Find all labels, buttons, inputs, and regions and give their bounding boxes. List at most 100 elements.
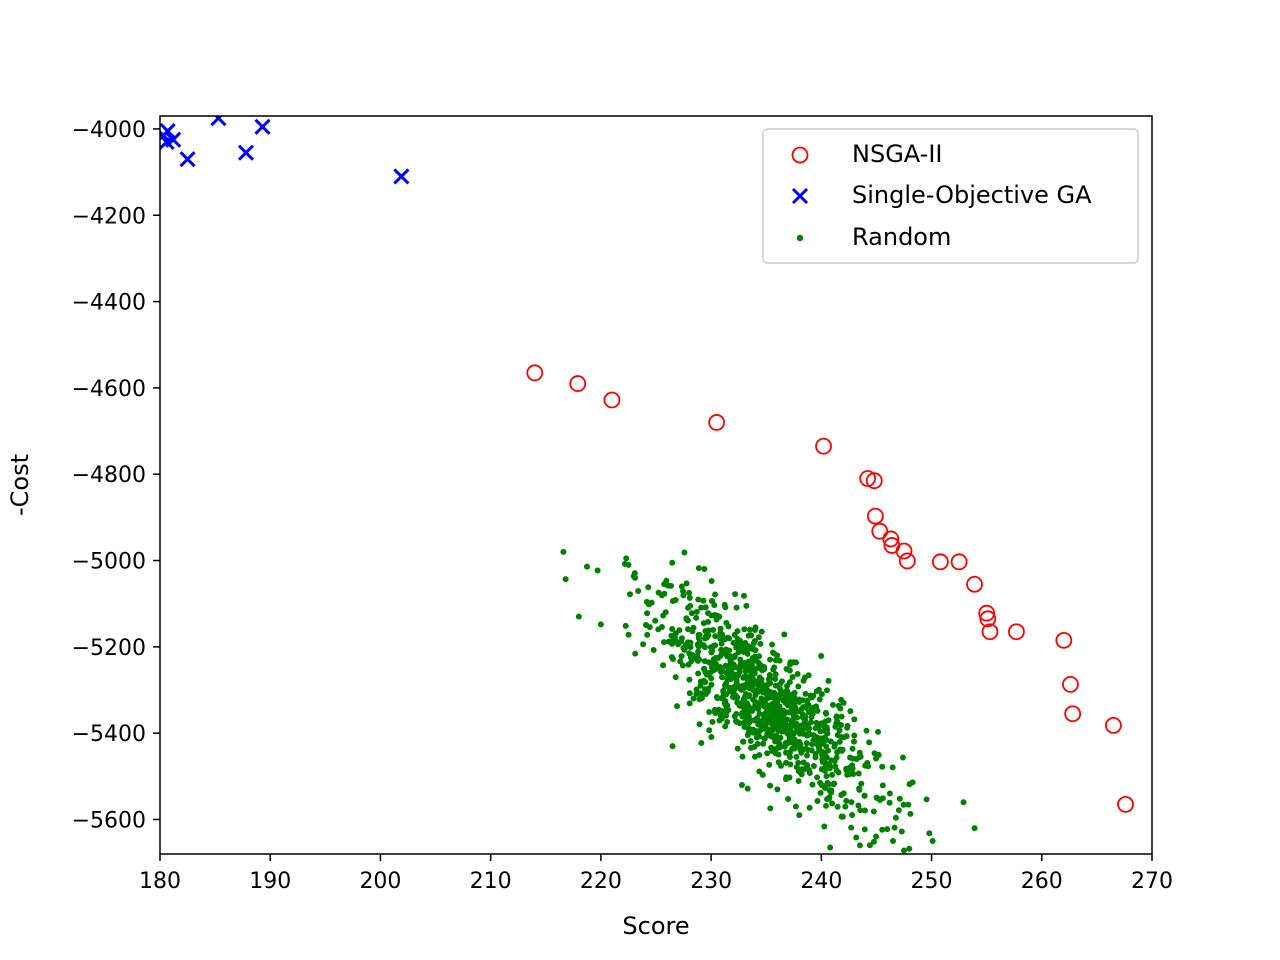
random-point: [745, 712, 752, 719]
random-point: [669, 743, 676, 750]
random-point: [717, 631, 724, 638]
x-tick-label: 200: [359, 869, 401, 894]
random-point: [750, 640, 757, 647]
random-point: [823, 754, 830, 761]
random-point: [905, 801, 912, 808]
random-point: [750, 682, 757, 689]
random-point: [709, 644, 716, 651]
random-point: [767, 782, 774, 789]
random-point: [971, 825, 978, 832]
legend-nsga-marker: [791, 146, 809, 164]
random-point: [842, 803, 849, 810]
random-point: [874, 795, 881, 802]
ga-point: [165, 131, 182, 148]
random-point: [683, 580, 690, 587]
random-point: [776, 685, 783, 692]
random-point: [870, 838, 877, 845]
random-point: [896, 795, 903, 802]
random-point: [674, 703, 681, 710]
random-point: [900, 801, 907, 808]
random-point: [749, 707, 756, 714]
random-point: [858, 780, 865, 787]
random-point: [695, 648, 702, 655]
random-point: [744, 732, 751, 739]
random-point: [822, 802, 829, 809]
nsga-point: [895, 542, 913, 560]
ga-point-stroke: [165, 131, 182, 148]
random-point: [856, 786, 863, 793]
random-point: [625, 561, 632, 568]
random-point: [834, 749, 841, 756]
random-point: [693, 614, 700, 621]
random-point: [793, 659, 800, 666]
random-series: [560, 548, 978, 854]
random-point: [799, 766, 806, 773]
x-tick-label: 180: [139, 869, 181, 894]
random-point: [734, 745, 741, 752]
random-point: [708, 734, 715, 741]
random-point: [687, 639, 694, 646]
random-point: [778, 711, 785, 718]
random-point: [895, 807, 902, 814]
random-point: [870, 808, 877, 815]
random-point: [665, 582, 672, 589]
random-point: [667, 638, 674, 645]
random-point: [832, 763, 839, 770]
random-point: [733, 604, 740, 611]
random-point: [864, 760, 871, 767]
random-point: [764, 687, 771, 694]
random-point: [837, 721, 844, 728]
random-point: [796, 741, 803, 748]
random-point: [856, 754, 863, 761]
random-point: [643, 598, 650, 605]
random-point: [799, 714, 806, 721]
nsga-point: [866, 507, 884, 525]
random-point: [751, 655, 758, 662]
random-point: [776, 681, 783, 688]
random-point: [708, 675, 715, 682]
random-point: [898, 828, 905, 835]
random-point: [851, 716, 858, 723]
random-point: [725, 623, 732, 630]
x-tick-label: 270: [1131, 869, 1173, 894]
random-point: [740, 738, 747, 745]
y-tick-label: −4600: [72, 377, 146, 402]
random-point: [671, 634, 678, 641]
x-tick-label: 230: [690, 869, 732, 894]
legend-random-marker: [796, 234, 804, 242]
random-point: [761, 735, 768, 742]
random-point: [767, 805, 774, 812]
random-point: [776, 741, 783, 748]
nsga-point: [859, 470, 877, 487]
random-point: [705, 627, 712, 634]
random-point: [792, 704, 799, 711]
y-tick-label: −4800: [72, 463, 146, 488]
random-point: [711, 706, 718, 713]
random-point: [794, 671, 801, 678]
random-point: [669, 559, 676, 566]
random-point: [723, 669, 730, 676]
random-point: [889, 764, 896, 771]
y-axis-label: -Cost: [6, 454, 34, 516]
random-point: [745, 632, 752, 639]
nsga-point: [882, 530, 900, 548]
random-point: [800, 704, 807, 711]
random-point: [891, 824, 898, 831]
random-point: [706, 709, 713, 716]
legend-ga-label: Single-Objective GA: [852, 181, 1092, 209]
x-axis-label: Score: [622, 912, 689, 940]
random-point: [847, 708, 854, 715]
random-point: [708, 577, 715, 584]
random-point: [718, 715, 725, 722]
random-point: [855, 770, 862, 777]
random-point: [832, 723, 839, 730]
random-point: [757, 679, 764, 686]
random-point: [792, 723, 799, 730]
ga-point: [210, 116, 227, 127]
random-point: [733, 718, 740, 725]
random-point: [777, 718, 784, 725]
random-point: [825, 781, 832, 788]
random-point: [851, 738, 858, 745]
random-point: [795, 777, 802, 784]
random-point: [856, 842, 863, 849]
